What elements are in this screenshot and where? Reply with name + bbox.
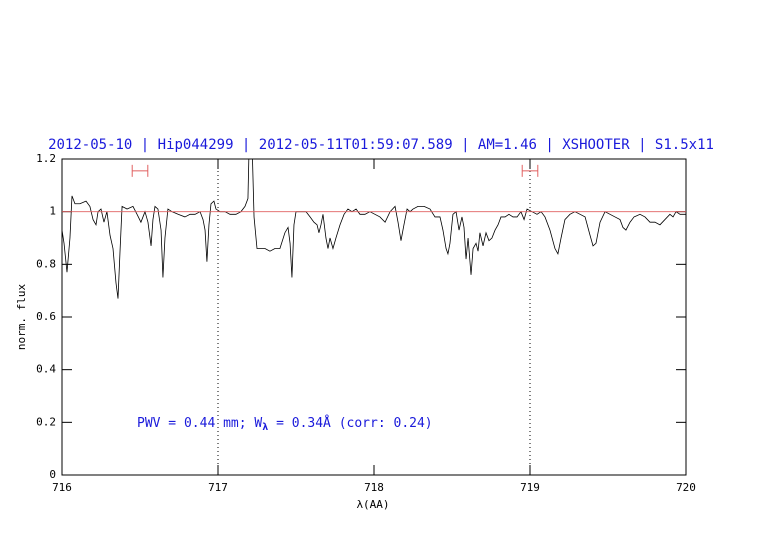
chart-title: 2012-05-10 | Hip044299 | 2012-05-11T01:5… <box>48 137 714 153</box>
annotation-subscript: λ <box>262 422 268 433</box>
annotation: PWV = 0.44 mm; Wλ = 0.34Å (corr: 0.24) <box>137 415 433 434</box>
x-tick-label: 718 <box>364 481 384 494</box>
y-tick-label: 0 <box>49 468 56 481</box>
x-axis-label: λ(AA) <box>356 498 389 511</box>
annotation-text: PWV = 0.44 mm; W <box>137 416 262 431</box>
x-tick-label: 717 <box>208 481 228 494</box>
y-tick-label: 0.8 <box>36 257 56 270</box>
y-tick-label: 0.2 <box>36 415 56 428</box>
y-tick-label: 0.4 <box>36 363 56 376</box>
x-tick-label: 716 <box>52 481 72 494</box>
spectrum-line <box>62 159 686 299</box>
annotation-text: = 0.34Å (corr: 0.24) <box>268 415 432 431</box>
y-tick-label: 1.2 <box>36 152 56 165</box>
y-tick-label: 0.6 <box>36 310 56 323</box>
x-tick-label: 720 <box>676 481 696 494</box>
y-tick-label: 1 <box>49 205 56 218</box>
x-tick-label: 719 <box>520 481 540 494</box>
y-axis-label: norm. flux <box>15 284 28 351</box>
